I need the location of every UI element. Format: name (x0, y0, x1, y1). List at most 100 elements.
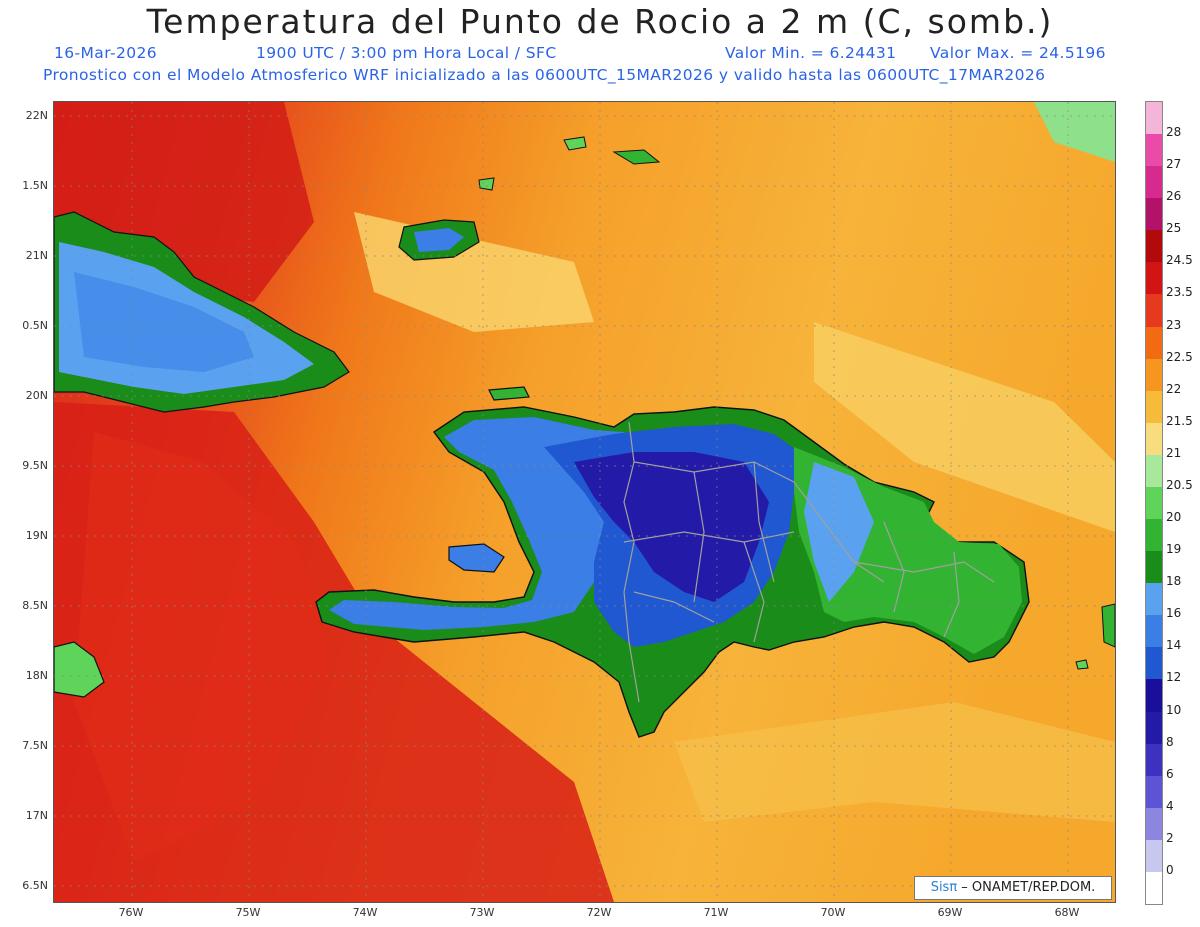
yellow-zone-se (674, 702, 1115, 822)
color-legend-label: 24.5 (1166, 253, 1193, 268)
color-legend-swatch (1146, 775, 1162, 809)
cordillera-core (574, 452, 769, 602)
color-legend-label: 14 (1166, 638, 1182, 653)
islet-3 (478, 177, 495, 191)
graticule (54, 102, 1115, 902)
color-legend-swatch (1146, 422, 1162, 456)
color-legend-label: 16 (1166, 606, 1182, 621)
cuba-core (74, 272, 254, 372)
map-title: Temperatura del Punto de Rocio a 2 m (C,… (146, 2, 1054, 41)
color-legend-label: 21.5 (1166, 413, 1193, 428)
haiti-interior (329, 417, 634, 630)
color-legend-swatch (1146, 807, 1162, 841)
tortuga-island (488, 386, 530, 401)
y-tick: 0.5N (22, 319, 48, 332)
color-legend-swatch (1146, 743, 1162, 777)
great-inagua-core (414, 228, 464, 252)
jamaica-tip (54, 641, 105, 698)
province-boundaries (623, 421, 995, 703)
color-legend-label: 26 (1166, 189, 1182, 204)
color-legend-label: 27 (1166, 157, 1182, 172)
color-legend-label: 4 (1166, 798, 1174, 813)
color-legend-swatch (1146, 102, 1162, 135)
value-min: Valor Min. = 6.24431 (725, 44, 897, 62)
color-legend-label: 6 (1166, 766, 1174, 781)
puerto-rico-edge (1101, 603, 1115, 648)
shaded-field (54, 102, 1115, 902)
color-legend-label: 10 (1166, 702, 1182, 717)
color-legend-label: 22 (1166, 381, 1182, 396)
y-tick: 17N (25, 809, 48, 822)
color-legend-swatch (1146, 519, 1162, 552)
value-max: Valor Max. = 24.5196 (930, 44, 1106, 62)
color-legend-label: 22.5 (1166, 349, 1193, 364)
green-corner-ne (1034, 102, 1115, 162)
x-tick: 70W (820, 906, 846, 919)
y-tick: 20N (25, 389, 48, 402)
yellow-zone-ne (814, 322, 1115, 532)
x-tick: 72W (586, 906, 612, 919)
color-legend-swatch (1146, 871, 1162, 905)
color-legend-swatch (1146, 230, 1162, 263)
color-legend-label: 20 (1166, 510, 1182, 525)
dr-east-blue (804, 462, 874, 602)
y-tick: 21N (25, 249, 48, 262)
color-legend-label: 28 (1166, 125, 1182, 140)
x-tick: 71W (703, 906, 729, 919)
credit-box: Sisπ – ONAMET/REP.DOM. (914, 876, 1112, 900)
color-legend-label: 21 (1166, 445, 1182, 460)
color-legend-label: 20.5 (1166, 477, 1193, 492)
islet-2 (612, 149, 661, 165)
color-legend (1145, 101, 1163, 905)
x-tick: 69W (937, 906, 963, 919)
gonave-island (448, 543, 505, 573)
color-legend-label: 0 (1166, 862, 1174, 877)
y-tick: 7.5N (22, 739, 48, 752)
y-tick: 19N (25, 529, 48, 542)
y-tick: 8.5N (22, 599, 48, 612)
color-legend-swatch (1146, 358, 1162, 392)
color-legend-label: 23 (1166, 317, 1182, 332)
y-tick: 9.5N (22, 459, 48, 472)
x-tick: 76W (118, 906, 144, 919)
color-legend-swatch (1146, 711, 1162, 745)
color-legend-swatch (1146, 551, 1162, 584)
color-legend-swatch (1146, 134, 1162, 167)
color-legend-swatch (1146, 390, 1162, 424)
y-tick: 1.5N (22, 179, 48, 192)
x-tick: 68W (1054, 906, 1080, 919)
x-tick: 75W (235, 906, 261, 919)
color-legend-swatch (1146, 839, 1162, 873)
model-info: Pronostico con el Modelo Atmosferico WRF… (43, 66, 1046, 84)
x-tick: 73W (469, 906, 495, 919)
color-legend-swatch (1146, 166, 1162, 199)
y-tick: 22N (25, 109, 48, 122)
color-legend-swatch (1146, 583, 1162, 616)
color-legend-swatch (1146, 326, 1162, 360)
color-legend-swatch (1146, 615, 1162, 648)
color-legend-swatch (1146, 647, 1162, 680)
color-legend-label: 25 (1166, 221, 1182, 236)
color-legend-swatch (1146, 486, 1162, 520)
color-legend-label: 18 (1166, 574, 1182, 589)
dewpoint-map (53, 101, 1116, 903)
islet-1 (563, 136, 587, 151)
x-tick: 74W (352, 906, 378, 919)
valid-time: 1900 UTC / 3:00 pm Hora Local / SFC (256, 44, 557, 62)
credit-text: – ONAMET/REP.DOM. (957, 880, 1096, 895)
color-legend-swatch (1146, 454, 1162, 488)
color-legend-label: 23.5 (1166, 285, 1193, 300)
color-legend-swatch (1146, 679, 1162, 713)
color-legend-swatch (1146, 294, 1162, 328)
color-legend-label: 8 (1166, 734, 1174, 749)
color-legend-swatch (1146, 198, 1162, 231)
y-tick: 6.5N (22, 879, 48, 892)
color-legend-label: 12 (1166, 670, 1182, 685)
red-zone-w (74, 432, 334, 862)
mona-island (1075, 659, 1089, 670)
valid-date: 16-Mar-2026 (54, 44, 158, 62)
color-legend-label: 2 (1166, 830, 1174, 845)
color-legend-swatch (1146, 262, 1162, 295)
color-legend-label: 19 (1166, 542, 1182, 557)
sispi-logo: Sisπ (930, 880, 958, 895)
